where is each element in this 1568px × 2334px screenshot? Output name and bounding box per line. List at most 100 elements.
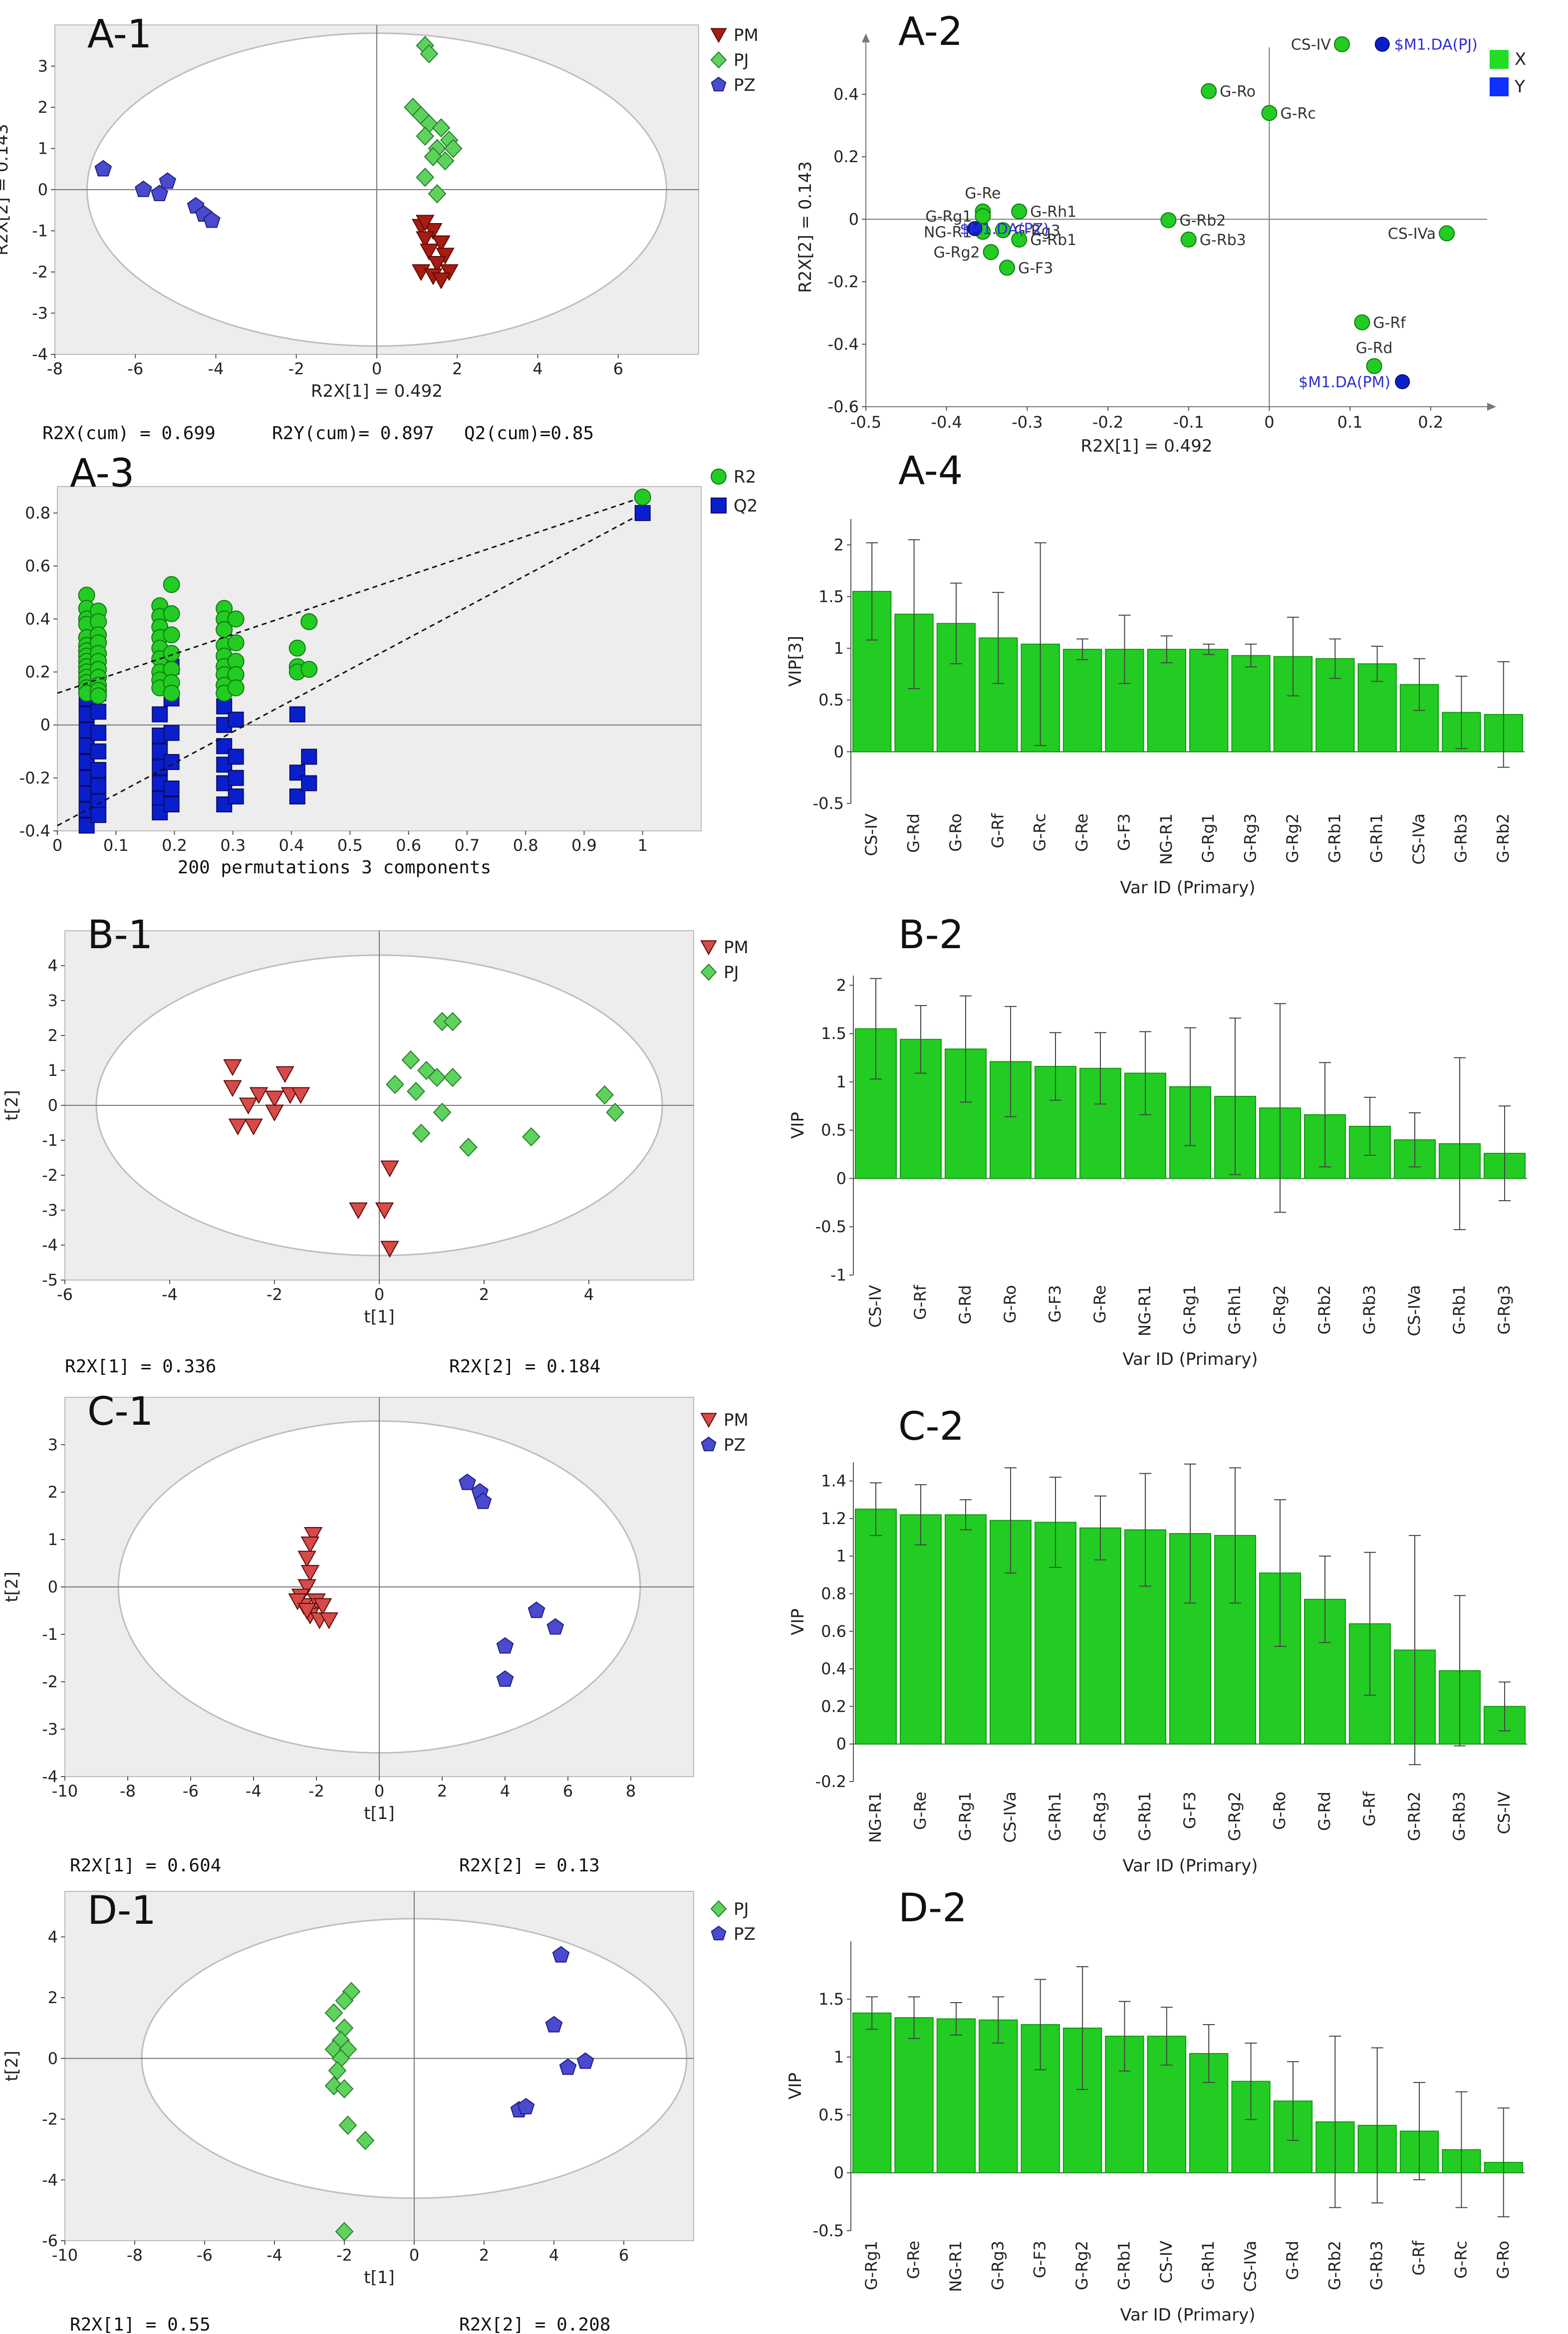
- category-label: G-F3: [1180, 1792, 1199, 1829]
- y-axis-title: t[2]: [2, 2051, 22, 2081]
- category-label: G-Rh1: [1225, 1285, 1244, 1334]
- data-point-PM: [300, 1565, 320, 1582]
- data-point-PM: [375, 1202, 394, 1220]
- y-axis-title: R2X[2] = 0.143: [0, 124, 12, 256]
- data-point-PM: [244, 1118, 263, 1136]
- data-point-PJ: [606, 1102, 624, 1122]
- loading-point-G-Rh1: [1011, 203, 1028, 220]
- y-tick-label: 2: [48, 1988, 58, 2007]
- panel-label: A-4: [898, 449, 963, 494]
- y-axis-title: VIP: [785, 2073, 805, 2099]
- panel-label: C-2: [898, 1404, 964, 1449]
- category-label: CS-IV: [1495, 1792, 1514, 1834]
- category-label: G-Rf: [1409, 2240, 1428, 2276]
- category-label: G-Rh1: [1199, 2241, 1218, 2290]
- category-label: CS-IVa: [1409, 813, 1428, 865]
- y-tick-label: -0.5: [813, 794, 844, 813]
- category-label: G-F3: [1031, 2241, 1049, 2278]
- q2-point: [228, 788, 244, 804]
- category-label: G-Rg1: [1180, 1285, 1199, 1334]
- data-point-PJ: [338, 2115, 357, 2135]
- data-point-PZ: [559, 2058, 577, 2075]
- x-tick-label: 0.2: [162, 836, 187, 855]
- loading-point-G-Rb3: [1180, 232, 1197, 248]
- panel-label: C-1: [87, 1389, 153, 1434]
- y-tick-label: 0.5: [818, 691, 844, 710]
- data-point-PJ: [386, 1074, 404, 1094]
- loading-label: CS-IVa: [1388, 226, 1436, 243]
- category-label: G-Rg1: [1199, 813, 1218, 863]
- legend-swatch-Y: [1490, 77, 1509, 96]
- y-tick-label: 2: [48, 1483, 58, 1502]
- data-point-PM: [380, 1241, 399, 1258]
- x-tick-label: 0.3: [220, 836, 246, 855]
- category-label: G-Rg2: [1283, 813, 1302, 863]
- data-point-PZ: [496, 1670, 514, 1687]
- data-point-PM: [288, 1593, 307, 1610]
- data-point-PZ: [546, 1618, 564, 1635]
- loading-label: G-Re: [965, 185, 1001, 203]
- x-axis-title: Var ID (Primary): [1122, 1349, 1258, 1369]
- x-tick-label: 8: [626, 1782, 636, 1801]
- panel-label: D-1: [87, 1888, 156, 1933]
- data-point-PJ: [335, 1991, 354, 2011]
- bar-G-Rg1: [945, 1514, 987, 1745]
- category-label: G-Re: [904, 2241, 923, 2279]
- legend-label-PM: PM: [724, 1410, 749, 1430]
- response-label: $M1.DA(PM): [1299, 374, 1390, 391]
- data-point-PZ: [527, 1601, 545, 1618]
- q2-point: [152, 706, 168, 723]
- stat-r2y-cum: R2Y(cum)= 0.897: [272, 423, 434, 444]
- x-tick-label: -0.2: [1092, 413, 1123, 432]
- y-tick-label: 0: [48, 1096, 58, 1115]
- response-label: $M1.DA(PJ): [1394, 36, 1478, 54]
- x-tick-label: 0.4: [279, 836, 304, 855]
- y-tick-label: 0.2: [821, 1697, 846, 1716]
- category-label: CS-IV: [862, 813, 881, 856]
- r2-original-point: [634, 489, 651, 506]
- y-tick-label: 4: [48, 956, 58, 975]
- category-label: G-Rd: [1283, 2241, 1302, 2280]
- x-tick-label: 0.8: [513, 836, 538, 855]
- x-tick-label: 0.5: [337, 836, 363, 855]
- data-point-PM: [304, 1527, 323, 1544]
- data-point-PM: [440, 264, 459, 281]
- y-tick-label: -1: [830, 1266, 846, 1285]
- category-label: G-Ro: [1494, 2241, 1513, 2279]
- y-tick-label: 0.8: [821, 1584, 846, 1603]
- legend-label-PZ: PZ: [734, 1924, 756, 1944]
- data-point-PJ: [401, 1050, 420, 1070]
- y-tick-label: -2: [42, 1166, 58, 1185]
- x-tick-label: 0.6: [396, 836, 421, 855]
- category-label: G-Rd: [904, 813, 923, 853]
- data-point-PM: [416, 215, 435, 232]
- x-axis-title: t[1]: [364, 1307, 395, 1327]
- bar-G-Rg3: [1231, 655, 1271, 753]
- y-tick-label: -5: [42, 1271, 58, 1290]
- y-tick-label: 0.5: [818, 2105, 844, 2124]
- x-axis-title: Var ID (Primary): [1122, 1856, 1258, 1876]
- category-label: G-Rd: [1315, 1792, 1334, 1831]
- category-label: NG-R1: [1135, 1285, 1154, 1336]
- data-point-PZ: [545, 2016, 563, 2033]
- panel-label: A-1: [87, 12, 152, 57]
- x-tick-label: 6: [619, 2246, 629, 2265]
- category-label: G-Rb3: [1450, 1792, 1469, 1841]
- data-point-PM: [424, 223, 443, 240]
- data-point-PM: [416, 231, 435, 249]
- stat-r2x1: R2X[1] = 0.336: [65, 1356, 216, 1377]
- category-label: G-F3: [1114, 813, 1133, 851]
- legend-marker-PM: [700, 940, 717, 956]
- q2-point: [90, 762, 107, 778]
- data-point-PZ: [94, 160, 112, 177]
- category-label: G-Rg3: [1090, 1792, 1109, 1841]
- bar-G-Re: [900, 1514, 942, 1745]
- data-point-PJ: [324, 2003, 343, 2023]
- y-tick-label: 0.6: [25, 556, 50, 575]
- data-point-PM: [291, 1087, 310, 1104]
- x-tick-label: 2: [452, 359, 462, 378]
- stat-r2x2: R2X[2] = 0.184: [449, 1356, 600, 1377]
- loading-point-G-Rc: [1261, 105, 1278, 121]
- data-point-PM: [239, 1097, 258, 1115]
